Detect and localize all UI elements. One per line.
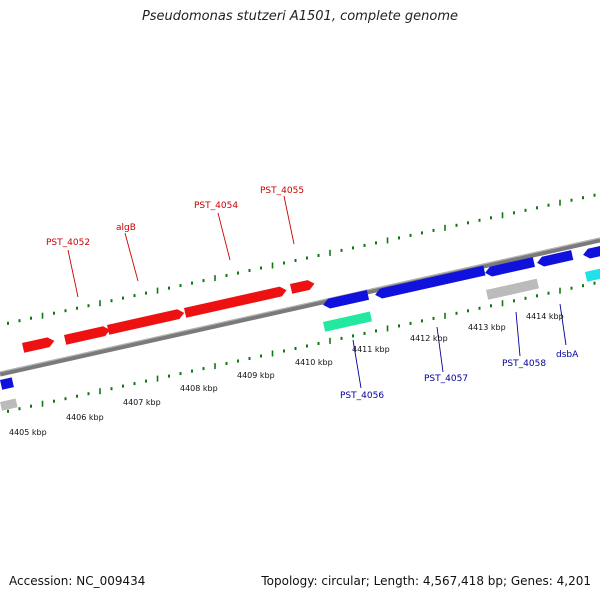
genome-summary-text: Topology: circular; Length: 4,567,418 bp… xyxy=(261,574,591,588)
kbp-labels: 4405 kbp 4406 kbp 4407 kbp 4408 kbp 4409… xyxy=(9,312,564,437)
gene-feature-reverse[interactable] xyxy=(374,265,486,300)
gene-feature-forward[interactable] xyxy=(107,308,185,335)
map-title: Pseudomonas stutzeri A1501, complete gen… xyxy=(141,9,459,24)
kbp-label: 4411 kbp xyxy=(352,345,390,354)
label-leader xyxy=(283,195,295,245)
gene-label-forward[interactable]: algB xyxy=(116,223,136,233)
kbp-label: 4408 kbp xyxy=(180,384,218,393)
other-features xyxy=(0,267,600,411)
outer-tick-track xyxy=(7,193,596,325)
label-leader xyxy=(67,249,79,298)
gene-feature-forward[interactable] xyxy=(64,325,111,345)
misc-feature[interactable] xyxy=(486,278,539,300)
inner-tick-track xyxy=(7,281,596,413)
kbp-label: 4413 kbp xyxy=(468,323,506,332)
misc-feature[interactable] xyxy=(0,398,18,411)
kbp-label: 4414 kbp xyxy=(526,312,564,321)
gene-label-forward[interactable]: PST_4054 xyxy=(194,201,238,211)
gene-label-reverse[interactable]: dsbA xyxy=(556,350,579,360)
forward-gene-labels: PST_4052 algB PST_4054 PST_4055 xyxy=(46,186,304,298)
genome-backbone xyxy=(0,237,600,377)
label-leader xyxy=(515,311,521,357)
label-leader xyxy=(217,212,231,261)
kbp-label: 4405 kbp xyxy=(9,428,47,437)
gene-feature-reverse[interactable] xyxy=(536,250,574,268)
gene-label-forward[interactable]: PST_4055 xyxy=(260,186,304,196)
gene-label-reverse[interactable]: PST_4058 xyxy=(502,359,546,369)
gene-feature-reverse[interactable] xyxy=(0,377,14,390)
kbp-label: 4412 kbp xyxy=(410,334,448,343)
label-leader xyxy=(436,326,444,373)
genome-backbone-highlight xyxy=(0,237,600,373)
label-leader xyxy=(559,303,567,346)
label-leader xyxy=(124,232,139,282)
kbp-label: 4410 kbp xyxy=(295,358,333,367)
rna-feature[interactable] xyxy=(323,311,373,332)
label-leader xyxy=(352,339,362,389)
gene-label-forward[interactable]: PST_4052 xyxy=(46,238,90,248)
kbp-label: 4407 kbp xyxy=(123,398,161,407)
forward-genes xyxy=(22,279,316,353)
cyan-feature[interactable] xyxy=(585,267,600,282)
gene-label-reverse[interactable]: PST_4057 xyxy=(424,374,468,384)
gene-feature-forward[interactable] xyxy=(22,336,55,353)
gene-feature-reverse[interactable] xyxy=(582,243,600,259)
kbp-label: 4406 kbp xyxy=(66,413,104,422)
kbp-label: 4409 kbp xyxy=(237,371,275,380)
gene-feature-forward[interactable] xyxy=(184,285,288,318)
gene-feature-reverse[interactable] xyxy=(322,289,370,310)
gene-feature-forward[interactable] xyxy=(290,279,316,294)
gene-feature-reverse[interactable] xyxy=(484,257,535,278)
gene-label-reverse[interactable]: PST_4056 xyxy=(340,391,384,401)
reverse-gene-labels: PST_4056 PST_4057 PST_4058 dsbA xyxy=(340,303,579,401)
accession-text: Accession: NC_009434 xyxy=(9,574,146,588)
reverse-genes xyxy=(0,243,600,390)
